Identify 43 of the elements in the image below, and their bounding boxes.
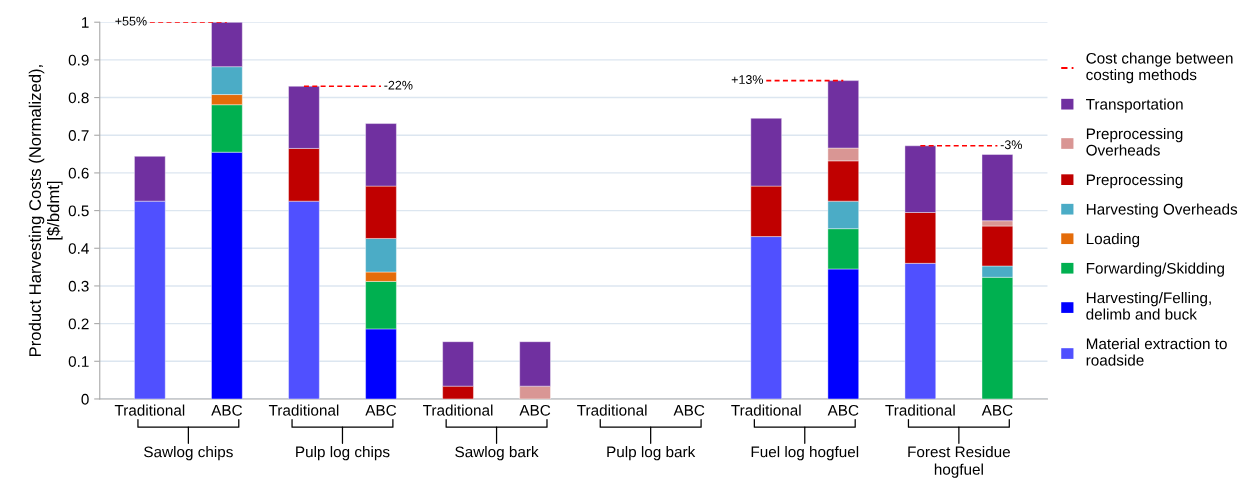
x-tick-label: ABC bbox=[519, 404, 551, 416]
y-tick-label: 0.9 bbox=[68, 54, 89, 66]
x-tick-label: Traditional bbox=[731, 404, 801, 416]
text: Fuel log hogfuel bbox=[751, 446, 859, 461]
y-tick-label: 0.7 bbox=[68, 130, 89, 141]
x-tick-label: Traditional bbox=[577, 404, 647, 416]
legend-label: Transportation bbox=[1086, 98, 1183, 113]
x-tick-label: ABC bbox=[673, 404, 705, 416]
legend-label: Material extraction to roadside bbox=[1086, 338, 1227, 366]
legend-label: Forwarding/Skidding bbox=[1086, 262, 1224, 277]
x-tick-label: Traditional bbox=[423, 404, 493, 416]
y-tick-label: 1 bbox=[82, 17, 89, 28]
x-tick-label: ABC bbox=[365, 404, 397, 416]
x-tick-label: ABC bbox=[981, 404, 1013, 416]
y-tick-label: 0.5 bbox=[68, 205, 89, 217]
text: Sawlog chips bbox=[144, 446, 233, 461]
y-axis-title: Product Harvesting Costs (Normalized), [$/bdmt] bbox=[28, 65, 63, 357]
annotation: +55% bbox=[115, 16, 147, 26]
x-tick-label: Traditional bbox=[268, 404, 339, 416]
text: Sawlog bark bbox=[455, 446, 539, 461]
y-tick-label: 0.8 bbox=[68, 92, 89, 104]
legend-label: Preprocessing bbox=[1086, 173, 1183, 189]
legend-label: Harvesting Overheads bbox=[1086, 203, 1238, 218]
annotation: -3% bbox=[1000, 140, 1022, 150]
x-tick-label: ABC bbox=[211, 404, 243, 416]
legend-label: Harvesting/Felling, delimb and buck bbox=[1086, 292, 1211, 320]
x-tick-label: ABC bbox=[827, 404, 859, 416]
legend-label: Cost change between costing methods bbox=[1086, 52, 1233, 84]
y-tick-label: 0.3 bbox=[68, 280, 89, 292]
legend-label: Loading bbox=[1086, 232, 1140, 248]
text: Pulp log bark bbox=[607, 446, 696, 461]
text: Pulp log chips bbox=[296, 446, 390, 461]
text: Forest Residue hogfuel bbox=[908, 446, 1010, 478]
y-tick-label: 0.1 bbox=[68, 356, 89, 367]
y-tick-label: 0.4 bbox=[68, 243, 89, 254]
annotation: +13% bbox=[731, 75, 764, 84]
y-tick-label: 0 bbox=[81, 393, 89, 405]
y-tick-label: 0.2 bbox=[68, 318, 89, 330]
annotation: -22% bbox=[384, 80, 413, 90]
x-tick-label: Traditional bbox=[885, 404, 955, 416]
x-tick-label: Traditional bbox=[114, 404, 185, 416]
legend-label: Preprocessing Overheads bbox=[1086, 127, 1183, 156]
y-tick-label: 0.6 bbox=[68, 167, 89, 179]
